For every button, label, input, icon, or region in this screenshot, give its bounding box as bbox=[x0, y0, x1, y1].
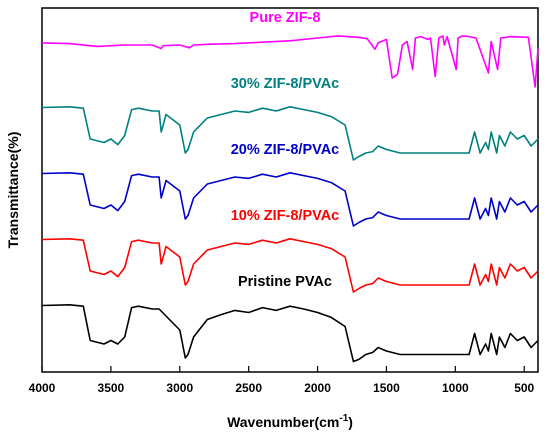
x-tick-label: 2000 bbox=[304, 381, 331, 395]
plot-frame bbox=[41, 7, 539, 373]
series-line-30-zif-8-pvac bbox=[41, 106, 539, 161]
series-layer bbox=[41, 35, 539, 363]
x-axis-ticks: 4000 3500 3000 2500 2000 1500 1000 500 bbox=[29, 366, 535, 395]
x-tick-label: 500 bbox=[514, 381, 534, 395]
series-label-30-zif-8-pvac: 30% ZIF-8/PVAc bbox=[231, 76, 340, 92]
x-axis-title: Wavenumber(cm-1) bbox=[227, 413, 353, 430]
x-tick-label: 3000 bbox=[166, 381, 193, 395]
series-line-pure-zif-8 bbox=[41, 35, 539, 88]
y-axis-title: Transmittance(%) bbox=[5, 132, 21, 249]
series-label-pristine-pvac: Pristine PVAc bbox=[238, 274, 332, 290]
series-line-20-zif-8-pvac bbox=[41, 172, 539, 227]
series-line-pristine-pvac bbox=[41, 303, 539, 363]
x-tick-label: 4000 bbox=[29, 381, 56, 395]
x-tick-label: 3500 bbox=[98, 381, 125, 395]
series-line-10-zif-8-pvac bbox=[41, 238, 539, 293]
series-label-10-zif-8-pvac: 10% ZIF-8/PVAc bbox=[231, 208, 340, 224]
series-label-pure-zif-8: Pure ZIF-8 bbox=[250, 10, 321, 26]
x-tick-label: 1000 bbox=[442, 381, 469, 395]
x-tick-label: 1500 bbox=[373, 381, 400, 395]
series-label-20-zif-8-pvac: 20% ZIF-8/PVAc bbox=[231, 142, 340, 158]
series-labels: Pure ZIF-8 30% ZIF-8/PVAc 20% ZIF-8/PVAc 10… bbox=[231, 10, 340, 290]
x-tick-label: 2500 bbox=[235, 381, 262, 395]
